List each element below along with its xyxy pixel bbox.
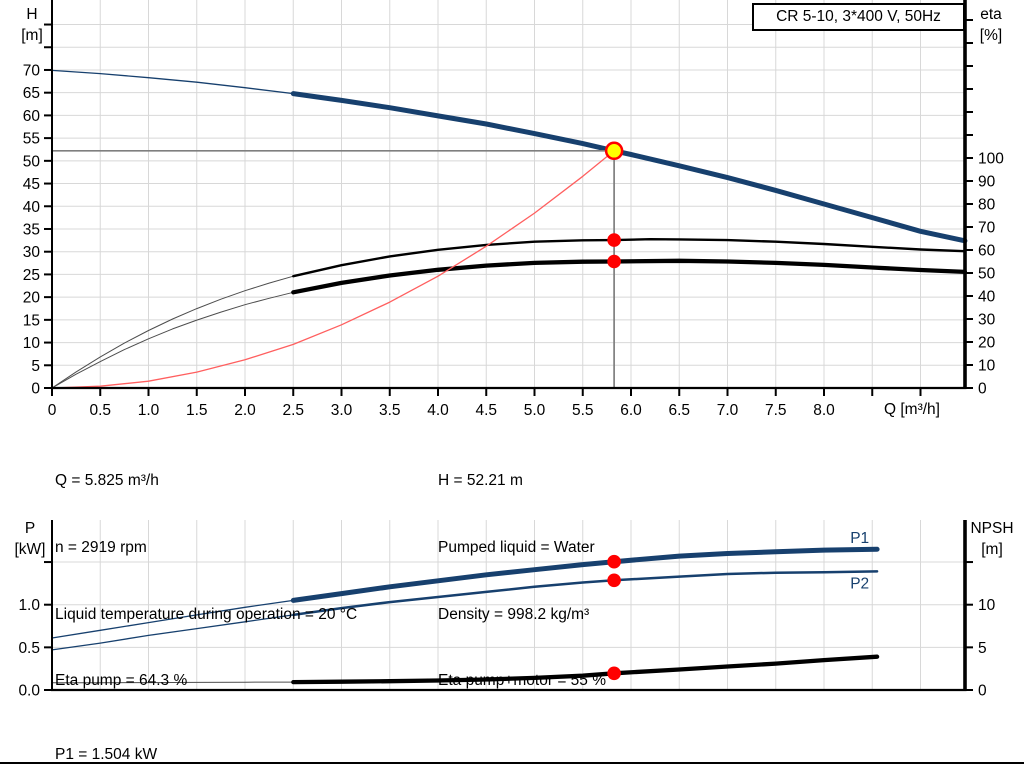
npsh-curve	[291, 654, 880, 685]
duty-dot-marker	[607, 666, 621, 681]
left-tick-label: 70	[23, 62, 41, 79]
info-line-eta-pump: Eta pump = 64.3 %	[55, 672, 188, 690]
eta-axis-unit: [%]	[979, 27, 1003, 44]
system-curve-curve	[51, 150, 615, 389]
x-tick-label: 3.0	[331, 402, 353, 419]
right-tick-label: 30	[978, 312, 996, 329]
right-tick-label: 50	[978, 266, 996, 283]
left-tick-label: 0.5	[18, 640, 40, 657]
eta-pump-motor-curve	[291, 258, 968, 295]
duty-dot-marker	[607, 233, 621, 247]
left-tick-label: 0	[31, 381, 40, 398]
info-line-eta-total: Eta pump+motor = 55 %	[438, 672, 607, 690]
left-tick-label: 55	[23, 131, 40, 148]
right-tick-label: 60	[978, 243, 996, 260]
left-tick-label: 25	[23, 267, 40, 284]
right-tick-label: 20	[978, 335, 996, 352]
x-tick-label: 8.0	[813, 402, 835, 419]
duty-info-right: H = 52.21 m Pumped liquid = Water Densit…	[438, 426, 606, 737]
x-tick-label: 2.0	[234, 402, 256, 419]
info-line-n: n = 2919 rpm	[55, 539, 147, 557]
right-tick-label: 90	[978, 174, 996, 191]
power-info: P1 = 1.504 kW P2 = 1.286 kW NPSH = 1.96 …	[55, 700, 163, 781]
left-tick-label: 30	[23, 244, 41, 261]
eta-pump-extension-curve	[51, 275, 294, 389]
p-axis-name: P	[24, 520, 36, 537]
x-tick-label: 4.0	[427, 402, 449, 419]
x-tick-label: 1.0	[138, 402, 160, 419]
duty-dot-marker	[607, 554, 621, 569]
npsh-axis-title: NPSH [m]	[963, 518, 1021, 560]
info-line-q: Q = 5.825 m³/h	[55, 472, 159, 490]
npsh-axis-name: NPSH	[970, 520, 1014, 537]
x-tick-label: 3.5	[379, 402, 401, 419]
series-label-p1: P1	[850, 530, 869, 547]
x-tick-label: 0	[48, 402, 57, 419]
eta-axis-name: eta	[980, 6, 1002, 23]
duty-info-left: Q = 5.825 m³/h n = 2919 rpm Liquid tempe…	[55, 426, 357, 737]
eta-pump-motor-extension-curve	[51, 291, 294, 389]
info-line-liquid: Pumped liquid = Water	[438, 539, 595, 557]
x-tick-label: 6.5	[668, 402, 690, 419]
left-tick-label: 65	[23, 85, 40, 102]
npsh-extension-curve	[51, 681, 294, 684]
npsh-axis-unit: [m]	[981, 541, 1003, 558]
left-tick-label: 45	[23, 176, 40, 193]
power-npsh-chart: 0.0 0.5 1.0 0 5 10 P1 P2	[18, 520, 996, 700]
left-tick-label: 5	[31, 358, 40, 375]
left-tick-label: 50	[23, 153, 41, 170]
series-label-p2: P2	[850, 575, 869, 592]
left-tick-label: 0.0	[18, 683, 40, 700]
right-tick-label: 0	[978, 381, 987, 398]
p-axis-unit: [kW]	[14, 541, 46, 558]
left-tick-label: 15	[23, 312, 40, 329]
duty-point-marker	[604, 141, 624, 161]
right-tick-label: 100	[978, 151, 1004, 168]
p-axis-title: P [kW]	[8, 518, 52, 560]
eta-pump-curve	[292, 238, 967, 278]
x-tick-label: 7.0	[717, 402, 739, 419]
right-tick-label: 40	[978, 289, 996, 306]
info-line-p1: P1 = 1.504 kW	[55, 746, 158, 764]
x-tick-label: 5.5	[572, 402, 594, 419]
info-line-density: Density = 998.2 kg/m³	[438, 605, 590, 623]
h-axis-title: H [m]	[12, 4, 52, 46]
right-tick-label: 5	[978, 640, 987, 657]
p2-curve	[292, 570, 879, 617]
pump-title-box: CR 5-10, 3*400 V, 50Hz	[752, 3, 965, 31]
x-tick-label: 6.0	[620, 402, 642, 419]
right-tick-label: 10	[978, 358, 996, 375]
p2-extension-curve	[51, 614, 294, 651]
x-tick-label: 2.5	[282, 402, 304, 419]
info-line-temp: Liquid temperature during operation = 20…	[55, 605, 358, 623]
right-tick-label: 0	[978, 683, 987, 700]
h-axis-unit: [m]	[21, 27, 43, 44]
p1-curve	[290, 546, 880, 603]
info-line-h: H = 52.21 m	[438, 472, 523, 490]
bottom-separator	[0, 762, 1024, 764]
left-tick-label: 10	[23, 335, 41, 352]
left-tick-label: 1.0	[18, 597, 40, 614]
right-tick-label: 70	[978, 220, 996, 237]
left-tick-label: 60	[23, 108, 41, 125]
x-tick-label: 1.5	[186, 402, 208, 419]
x-tick-label: 7.5	[765, 402, 787, 419]
hq-eta-chart: 0 5 10 15 20 25 30 35 40 45 50 55 60 65 70 0 10 20 30 40 50 6…	[23, 0, 1004, 419]
x-tick-label: 5.0	[524, 402, 546, 419]
eta-axis-title: eta [%]	[968, 4, 1014, 46]
x-tick-label: 0.5	[89, 402, 111, 419]
left-tick-label: 40	[23, 199, 41, 216]
right-tick-label: 10	[978, 597, 996, 614]
duty-dot-marker	[607, 254, 621, 269]
q-axis-title: Q [m³/h]	[884, 401, 940, 418]
h-axis-name: H	[26, 6, 38, 23]
right-tick-label: 80	[978, 197, 996, 214]
p1-extension-curve	[51, 599, 294, 639]
head-extension-curve	[51, 69, 294, 95]
x-tick-label: 4.5	[475, 402, 497, 419]
left-tick-label: 20	[23, 290, 41, 307]
duty-dot-marker	[607, 573, 621, 588]
left-tick-label: 35	[23, 221, 40, 238]
